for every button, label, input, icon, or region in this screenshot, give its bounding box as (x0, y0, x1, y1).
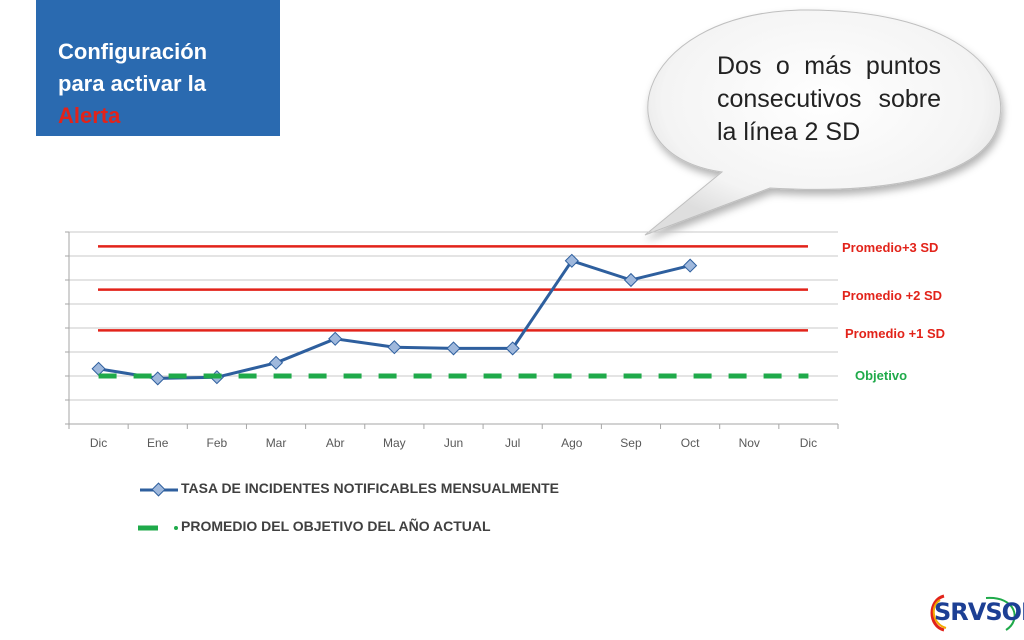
x-tick-labels: Dic Ene Feb Mar Abr May Jun Jul Ago Sep Oct Nov Dic (90, 436, 817, 450)
callout-text: Dos o más puntos consecutivos sobre la l… (717, 52, 941, 146)
x-tick-label: Jul (505, 436, 520, 450)
x-tick-label: Jun (444, 436, 463, 450)
legend-swatch-objetivo (138, 525, 178, 531)
x-tick-label: Nov (739, 436, 760, 450)
x-tick-label: Mar (266, 436, 287, 450)
legend-label-tasa: TASA DE INCIDENTES NOTIFICABLES MENSUALM… (181, 480, 560, 496)
data-point (268, 355, 284, 370)
legend-label-objetivo: PROMEDIO DEL OBJETIVO DEL AÑO ACTUAL (181, 518, 491, 534)
reference-label: Objetivo (855, 368, 907, 383)
slide-title: Configuración para activar la Alerta (58, 36, 268, 132)
series-lines (91, 253, 809, 386)
reference-label: Promedio+3 SD (842, 240, 938, 255)
data-point (150, 371, 165, 386)
data-point (91, 361, 106, 376)
title-line-2: para activar la (58, 71, 206, 96)
x-tick-label: Ago (561, 436, 583, 450)
logo-text: SRVSOP (934, 598, 1024, 626)
series-line (98, 259, 691, 380)
x-tick-label: Oct (681, 436, 700, 450)
data-point (446, 341, 461, 356)
x-tick-label: May (383, 436, 406, 450)
title-alert-word: Alerta (58, 103, 121, 128)
legend-swatch-tasa (140, 482, 178, 497)
data-point (623, 272, 639, 288)
x-tick-label: Feb (207, 436, 228, 450)
x-tick-label: Dic (90, 436, 107, 450)
x-tick-label: Abr (326, 436, 345, 450)
srvsop-logo: SRVSOP (926, 590, 1024, 636)
reference-labels: Promedio+3 SD Promedio +2 SD Promedio +1 S… (842, 240, 945, 383)
data-point (564, 253, 579, 268)
x-tick-label: Ene (147, 436, 169, 450)
x-tick-label: Dic (800, 436, 817, 450)
title-line-1: Configuración (58, 39, 208, 64)
callout-shape (644, 9, 1002, 236)
title-box: Configuración para activar la Alerta (36, 0, 280, 136)
x-tick-label: Sep (620, 436, 642, 450)
reference-label: Promedio +1 SD (845, 326, 945, 341)
reference-lines (98, 245, 808, 332)
data-point (387, 340, 402, 355)
reference-label: Promedio +2 SD (842, 288, 942, 303)
data-point (505, 341, 520, 356)
data-point (328, 331, 343, 346)
data-point (683, 258, 698, 273)
chart-axes (65, 231, 839, 429)
logo-swirl-icon (930, 594, 1016, 632)
